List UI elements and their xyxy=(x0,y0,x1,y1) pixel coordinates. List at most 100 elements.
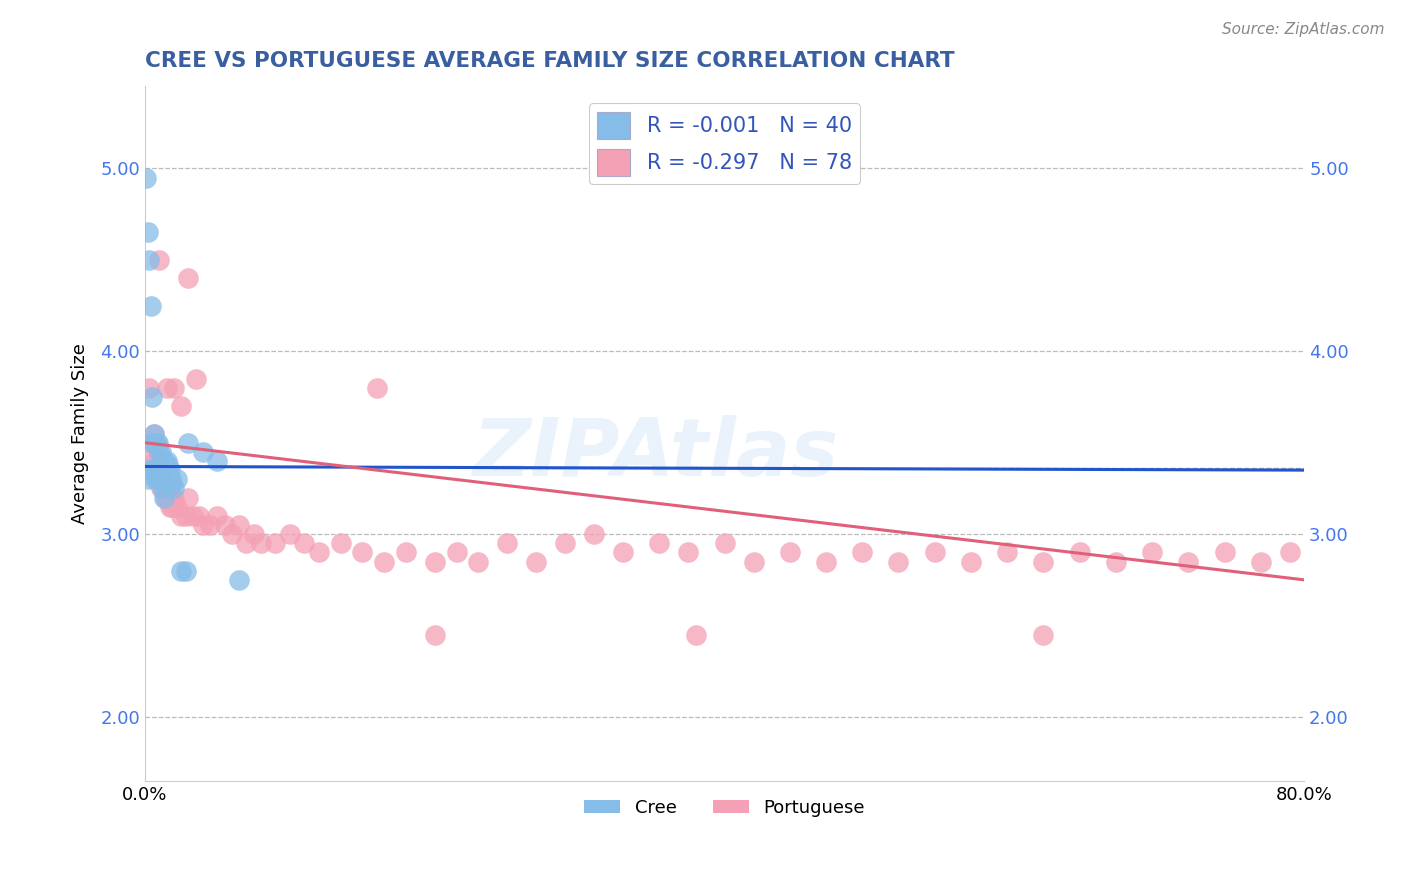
Point xyxy=(139,435,162,450)
Point xyxy=(496,536,519,550)
Point xyxy=(142,426,165,441)
Point xyxy=(159,500,181,514)
Point xyxy=(170,564,193,578)
Point xyxy=(423,555,446,569)
Point xyxy=(181,508,204,523)
Point xyxy=(177,435,200,450)
Point xyxy=(1032,628,1054,642)
Point xyxy=(554,536,576,550)
Point xyxy=(146,472,169,486)
Point xyxy=(148,445,170,459)
Point xyxy=(170,508,193,523)
Point xyxy=(648,536,671,550)
Point xyxy=(162,475,184,490)
Point xyxy=(153,482,176,496)
Point xyxy=(191,445,214,459)
Point xyxy=(156,381,179,395)
Point xyxy=(142,463,165,477)
Point xyxy=(153,491,176,505)
Point xyxy=(242,527,264,541)
Point xyxy=(685,628,707,642)
Point xyxy=(250,536,273,550)
Point xyxy=(779,545,801,559)
Point xyxy=(143,454,166,468)
Point xyxy=(395,545,418,559)
Point xyxy=(174,564,197,578)
Point xyxy=(153,454,176,468)
Point xyxy=(1140,545,1163,559)
Point xyxy=(228,573,250,587)
Point xyxy=(678,545,700,559)
Point xyxy=(141,445,163,459)
Point xyxy=(583,527,606,541)
Point xyxy=(207,454,229,468)
Point xyxy=(150,472,173,486)
Point xyxy=(174,508,197,523)
Point xyxy=(163,482,186,496)
Point xyxy=(814,555,837,569)
Point xyxy=(329,536,352,550)
Y-axis label: Average Family Size: Average Family Size xyxy=(72,343,89,524)
Point xyxy=(149,482,172,496)
Point xyxy=(191,518,214,533)
Point xyxy=(139,299,162,313)
Point xyxy=(148,463,170,477)
Point xyxy=(135,170,157,185)
Point xyxy=(1032,555,1054,569)
Point xyxy=(141,463,163,477)
Point xyxy=(184,372,207,386)
Point xyxy=(157,491,180,505)
Point xyxy=(960,555,983,569)
Point xyxy=(150,454,173,468)
Text: CREE VS PORTUGUESE AVERAGE FAMILY SIZE CORRELATION CHART: CREE VS PORTUGUESE AVERAGE FAMILY SIZE C… xyxy=(145,51,955,70)
Point xyxy=(141,390,163,404)
Point xyxy=(156,472,179,486)
Point xyxy=(149,445,172,459)
Text: Source: ZipAtlas.com: Source: ZipAtlas.com xyxy=(1222,22,1385,37)
Point xyxy=(139,463,162,477)
Point xyxy=(524,555,547,569)
Point xyxy=(851,545,873,559)
Point xyxy=(423,628,446,642)
Point xyxy=(198,518,221,533)
Point xyxy=(1250,555,1272,569)
Point xyxy=(887,555,910,569)
Point xyxy=(159,463,181,477)
Point xyxy=(612,545,634,559)
Point xyxy=(163,491,186,505)
Point xyxy=(1213,545,1236,559)
Point xyxy=(160,472,183,486)
Point xyxy=(160,491,183,505)
Point xyxy=(142,426,165,441)
Point xyxy=(163,381,186,395)
Point xyxy=(150,482,173,496)
Point xyxy=(713,536,735,550)
Point xyxy=(141,435,163,450)
Point xyxy=(166,472,188,486)
Point xyxy=(214,518,236,533)
Point xyxy=(149,472,172,486)
Point xyxy=(221,527,243,541)
Point xyxy=(1177,555,1199,569)
Point xyxy=(156,454,179,468)
Point xyxy=(352,545,374,559)
Point xyxy=(136,463,159,477)
Point xyxy=(366,381,388,395)
Point xyxy=(1069,545,1091,559)
Point xyxy=(146,454,169,468)
Point xyxy=(228,518,250,533)
Point xyxy=(145,463,167,477)
Text: ZIPAtlas: ZIPAtlas xyxy=(472,416,838,493)
Legend: Cree, Portuguese: Cree, Portuguese xyxy=(576,791,872,824)
Point xyxy=(1278,545,1301,559)
Point xyxy=(166,500,188,514)
Point xyxy=(156,482,179,496)
Point xyxy=(207,508,229,523)
Point xyxy=(146,435,169,450)
Point xyxy=(308,545,330,559)
Point xyxy=(235,536,257,550)
Point xyxy=(177,491,200,505)
Point xyxy=(138,472,160,486)
Point xyxy=(177,271,200,285)
Point xyxy=(143,472,166,486)
